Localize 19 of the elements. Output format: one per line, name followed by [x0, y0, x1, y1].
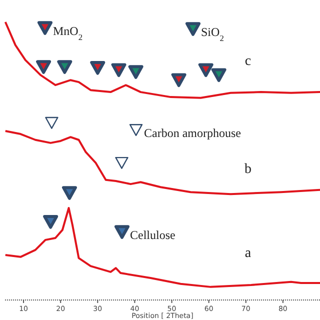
point: [111, 63, 126, 77]
point: [115, 156, 128, 169]
point: [198, 63, 214, 77]
annotation: b: [244, 162, 252, 177]
legend-label: SiO$_{2}$: [201, 25, 224, 42]
point: [36, 60, 52, 74]
point: [57, 60, 72, 74]
point: [43, 214, 58, 229]
point: [90, 60, 106, 75]
legend-label: Carbon amorphouse: [144, 126, 241, 140]
point: [211, 68, 226, 82]
point: [45, 116, 58, 129]
annotation: c: [244, 54, 252, 69]
legend-label: Cellulose: [130, 228, 176, 242]
annotation: a: [244, 246, 252, 261]
legend-label: MnO$_{2}$: [53, 24, 83, 42]
point: [171, 73, 186, 87]
point: [62, 186, 77, 200]
point: [128, 65, 144, 79]
